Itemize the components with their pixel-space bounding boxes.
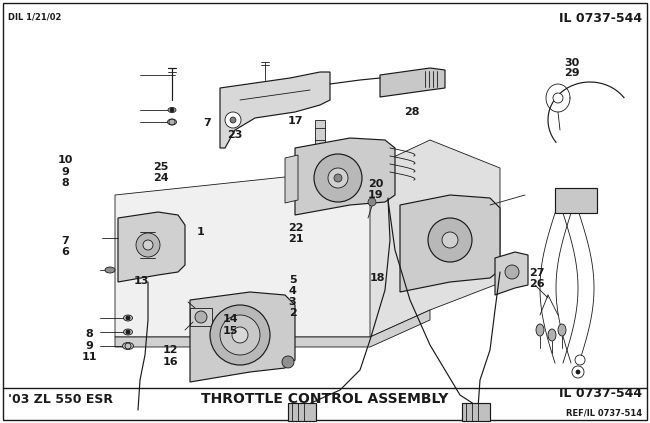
Text: 27: 27 [529, 268, 545, 278]
Ellipse shape [558, 324, 566, 336]
Circle shape [314, 154, 362, 202]
Bar [555, 188, 597, 213]
Polygon shape [380, 68, 445, 97]
Text: 17: 17 [287, 116, 303, 126]
Text: 11: 11 [81, 352, 97, 363]
Text: 24: 24 [153, 173, 169, 183]
Circle shape [195, 311, 207, 323]
Polygon shape [115, 168, 430, 337]
Circle shape [282, 356, 294, 368]
Text: 6: 6 [61, 247, 69, 257]
Polygon shape [370, 140, 500, 337]
Text: 7: 7 [61, 236, 69, 246]
Bar [288, 403, 316, 421]
Circle shape [126, 316, 130, 320]
Ellipse shape [548, 329, 556, 341]
Polygon shape [400, 195, 500, 292]
Circle shape [334, 174, 342, 182]
Circle shape [126, 330, 130, 334]
Text: IL 0737-544: IL 0737-544 [559, 387, 642, 400]
Circle shape [505, 265, 519, 279]
Circle shape [143, 240, 153, 250]
Bar [315, 120, 325, 150]
Polygon shape [115, 310, 430, 347]
Text: 5: 5 [289, 275, 296, 285]
Polygon shape [285, 155, 298, 203]
Text: '03 ZL 550 ESR: '03 ZL 550 ESR [8, 393, 113, 406]
Text: 28: 28 [404, 107, 420, 117]
Ellipse shape [168, 119, 177, 125]
Text: 29: 29 [564, 68, 580, 78]
Bar [462, 403, 490, 421]
Circle shape [575, 355, 585, 365]
Text: 4: 4 [289, 286, 296, 296]
Text: 22: 22 [288, 222, 304, 233]
Circle shape [225, 112, 241, 128]
Text: 18: 18 [369, 273, 385, 283]
Polygon shape [118, 212, 185, 282]
Bar [190, 308, 212, 326]
Circle shape [428, 218, 472, 262]
Text: 9: 9 [61, 167, 69, 177]
Text: 19: 19 [368, 190, 384, 201]
Text: 12: 12 [162, 345, 178, 355]
Circle shape [572, 366, 584, 378]
Ellipse shape [124, 315, 133, 321]
Circle shape [368, 198, 376, 206]
Circle shape [442, 232, 458, 248]
Text: DIL 1/21/02: DIL 1/21/02 [8, 12, 61, 21]
Circle shape [170, 108, 174, 112]
Text: 23: 23 [227, 129, 243, 140]
Text: 20: 20 [368, 179, 384, 190]
Circle shape [328, 168, 348, 188]
Ellipse shape [124, 329, 133, 335]
Text: 8: 8 [61, 178, 69, 188]
Text: 13: 13 [134, 276, 150, 286]
Ellipse shape [122, 343, 133, 349]
Circle shape [576, 370, 580, 374]
Text: 1: 1 [196, 227, 204, 237]
Polygon shape [295, 138, 395, 215]
Circle shape [230, 117, 236, 123]
Polygon shape [220, 72, 330, 148]
Ellipse shape [105, 267, 115, 273]
Text: 10: 10 [57, 155, 73, 165]
Circle shape [232, 327, 248, 343]
Circle shape [220, 315, 260, 355]
Text: 25: 25 [153, 162, 169, 172]
Circle shape [136, 233, 160, 257]
Polygon shape [190, 292, 295, 382]
Text: 15: 15 [223, 326, 239, 336]
Text: REF/IL 0737-514: REF/IL 0737-514 [566, 408, 642, 417]
Text: 7: 7 [203, 118, 211, 128]
Text: 14: 14 [223, 314, 239, 324]
Text: 26: 26 [529, 279, 545, 289]
Circle shape [553, 93, 563, 103]
Text: 30: 30 [564, 58, 580, 68]
Text: THROTTLE CONTROL ASSEMBLY: THROTTLE CONTROL ASSEMBLY [202, 392, 448, 406]
Text: 8: 8 [85, 329, 93, 339]
Text: 16: 16 [162, 357, 178, 367]
Text: 9: 9 [85, 341, 93, 351]
Text: IL 0737-544: IL 0737-544 [559, 12, 642, 25]
Text: 2: 2 [289, 308, 296, 318]
Ellipse shape [168, 107, 176, 113]
Polygon shape [495, 252, 528, 295]
Circle shape [210, 305, 270, 365]
Text: 21: 21 [288, 233, 304, 244]
Ellipse shape [536, 324, 544, 336]
Text: 3: 3 [289, 297, 296, 307]
